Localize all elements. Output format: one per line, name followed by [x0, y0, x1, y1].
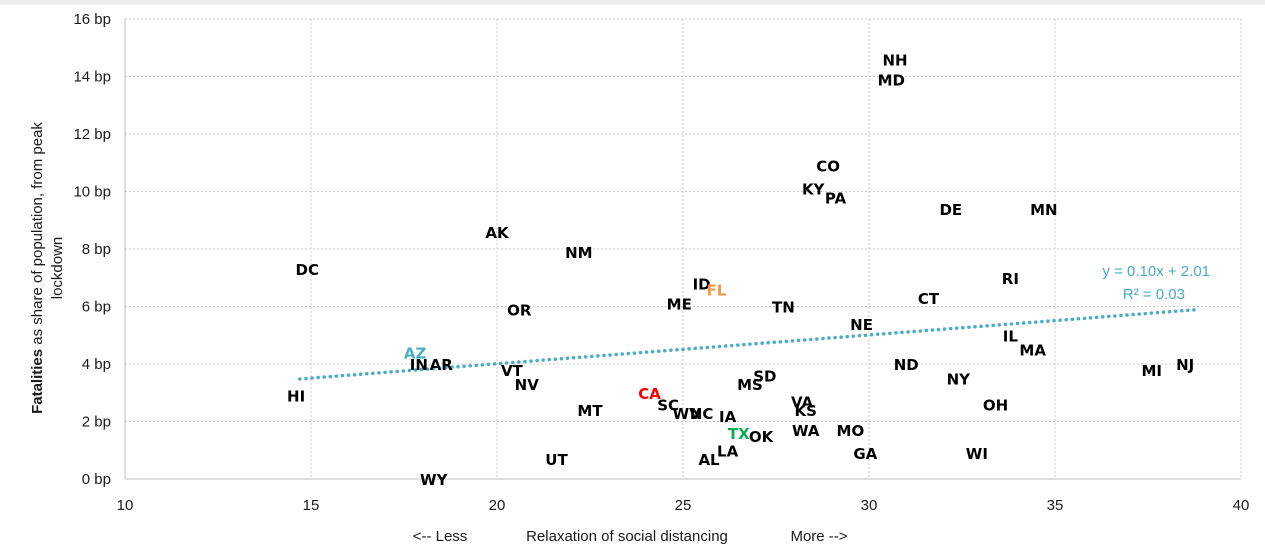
point-label-al: AL: [698, 451, 720, 469]
point-label-az: AZ: [404, 345, 427, 363]
x-axis-label-center: Relaxation of social distancing: [526, 528, 728, 545]
point-label-ut: UT: [545, 451, 568, 469]
point-label-ne: NE: [850, 316, 873, 334]
point-label-ca: CA: [638, 385, 661, 403]
point-label-ks: KS: [795, 402, 817, 420]
point-label-ky: KY: [802, 181, 826, 199]
point-label-tx: TX: [728, 425, 750, 443]
y-tick-label: 16 bp: [73, 11, 111, 28]
point-label-sd: SD: [753, 368, 776, 386]
point-label-mn: MN: [1030, 201, 1057, 219]
point-label-ar: AR: [430, 356, 454, 374]
y-tick-label: 8 bp: [82, 241, 111, 258]
axes: 0 bp 2 bp 4 bp 6 bp 8 bp 10 bp 12 bp 14 bp 16 bp…: [73, 11, 1249, 514]
point-label-mo: MO: [837, 422, 865, 440]
grid: [125, 18, 1242, 479]
point-label-wv: WV: [673, 405, 702, 423]
point-label-co: CO: [816, 158, 840, 176]
point-label-id: ID: [693, 276, 711, 294]
x-tick-label: 15: [303, 497, 320, 514]
y-axis-title-rest: as share of population, from peak: [29, 122, 46, 349]
point-label-in: IN: [410, 356, 428, 374]
point-label-va: VA: [791, 393, 814, 411]
x-tick-label: 10: [117, 497, 134, 514]
point-label-nj: NJ: [1176, 356, 1194, 374]
x-tick-label: 20: [489, 497, 506, 514]
y-tick-label: 4 bp: [82, 356, 111, 373]
point-label-nm: NM: [565, 244, 592, 262]
point-label-ia: IA: [719, 408, 737, 426]
point-label-ny: NY: [947, 370, 972, 388]
point-label-or: OR: [507, 301, 532, 319]
point-label-fl: FL: [707, 281, 727, 299]
y-tick-label: 0 bp: [82, 471, 111, 488]
x-tick-label: 25: [675, 497, 692, 514]
trendline-equation: y = 0.10x + 2.01: [1102, 263, 1210, 280]
point-label-tn: TN: [772, 299, 795, 317]
point-label-wy: WY: [420, 471, 449, 489]
x-tick-label: 30: [861, 497, 878, 514]
point-label-vt: VT: [501, 362, 524, 380]
point-label-oh: OH: [983, 396, 1008, 414]
point-label-ma: MA: [1019, 342, 1046, 360]
point-label-nv: NV: [515, 376, 540, 394]
point-label-ms: MS: [737, 376, 763, 394]
point-label-de: DE: [939, 201, 962, 219]
point-label-wi: WI: [966, 445, 988, 463]
y-tick-label: 12 bp: [73, 126, 111, 143]
x-axis-label-right: More -->: [790, 528, 847, 545]
y-axis-title-line2: lockdown: [49, 237, 66, 300]
point-label-nd: ND: [894, 356, 919, 374]
top-band: [0, 0, 1265, 5]
point-label-mi: MI: [1141, 362, 1162, 380]
point-label-ok: OK: [749, 428, 775, 446]
point-label-pa: PA: [825, 189, 847, 207]
point-label-nc: NC: [690, 405, 714, 423]
y-tick-label: 14 bp: [73, 69, 111, 86]
x-axis-label-left: <-- Less: [413, 528, 468, 545]
y-tick-label: 10 bp: [73, 184, 111, 201]
point-label-nh: NH: [882, 51, 907, 69]
point-label-dc: DC: [296, 261, 319, 279]
trendline-group: y = 0.10x + 2.01 R² = 0.03: [298, 263, 1210, 381]
point-label-ct: CT: [918, 290, 940, 308]
point-label-la: LA: [717, 442, 739, 460]
point-label-ak: AK: [485, 224, 510, 242]
point-label-ri: RI: [1002, 270, 1019, 288]
y-axis-title: Fatalities as share of population, from …: [29, 122, 46, 414]
point-label-mt: MT: [577, 402, 603, 420]
point-label-ga: GA: [853, 445, 877, 463]
point-label-md: MD: [878, 71, 905, 89]
y-axis-title-bold: Fatalities: [29, 349, 46, 414]
x-tick-label: 40: [1233, 497, 1250, 514]
x-tick-label: 35: [1047, 497, 1064, 514]
y-tick-label: 6 bp: [82, 299, 111, 316]
y-tick-label: 2 bp: [82, 414, 111, 431]
point-label-hi: HI: [287, 388, 305, 406]
point-label-wa: WA: [792, 422, 820, 440]
point-label-il: IL: [1003, 327, 1019, 345]
point-label-sc: SC: [657, 396, 679, 414]
trendline-r2: R² = 0.03: [1123, 286, 1185, 303]
trendline: [298, 307, 1199, 381]
point-label-me: ME: [667, 296, 692, 314]
